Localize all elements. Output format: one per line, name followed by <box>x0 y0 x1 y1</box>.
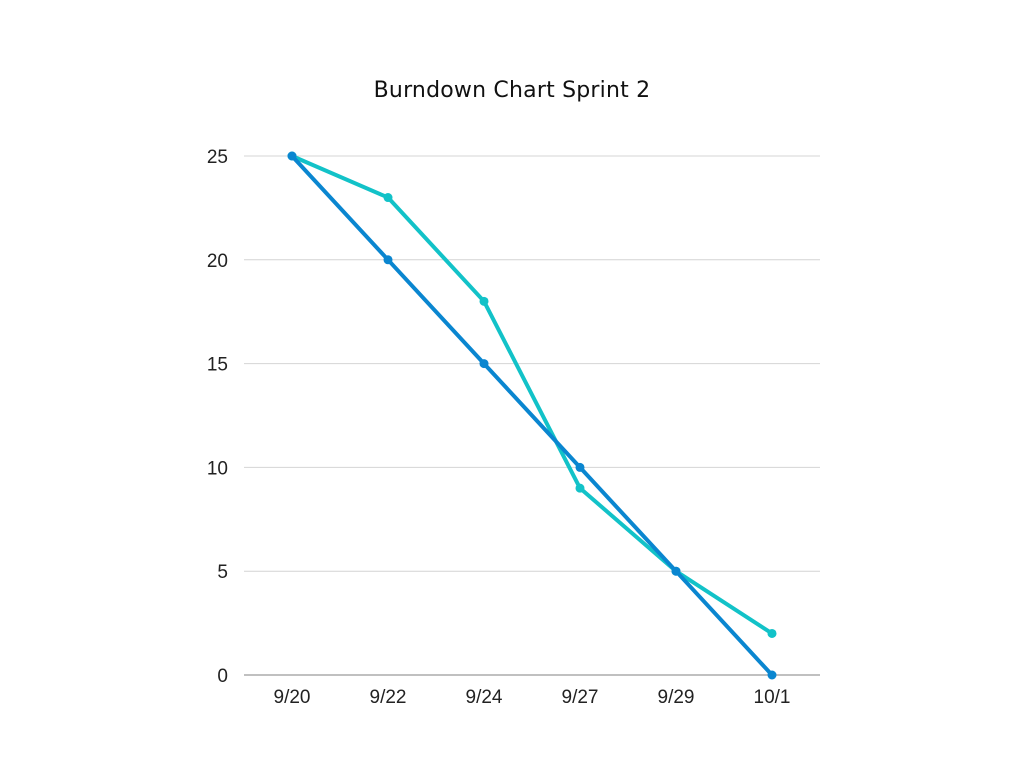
x-tick-label: 9/27 <box>562 687 599 708</box>
x-tick-label: 9/20 <box>274 687 311 708</box>
x-tick-label: 9/24 <box>466 687 503 708</box>
series-1-line <box>290 154 774 636</box>
x-tick-label: 9/22 <box>370 687 407 708</box>
series-2-point <box>287 151 297 161</box>
y-tick-label: 25 <box>207 147 228 168</box>
series-2-point <box>479 359 489 369</box>
x-tick-label: 9/29 <box>658 687 695 708</box>
series-2-point <box>671 566 681 576</box>
y-tick-label: 20 <box>207 251 228 272</box>
y-tick-label: 15 <box>207 355 228 376</box>
series-2-point <box>383 255 393 265</box>
series-2-point <box>767 670 777 680</box>
series-1-point <box>575 483 585 493</box>
y-tick-label: 5 <box>217 562 228 583</box>
series-1-point <box>479 296 489 306</box>
series-2-point <box>575 462 585 472</box>
series-1-point <box>383 193 393 203</box>
x-tick-label: 10/1 <box>754 687 791 708</box>
series-2-line <box>290 154 774 677</box>
chart-title: Burndown Chart Sprint 2 <box>373 78 651 103</box>
series-1-point <box>767 628 777 638</box>
y-tick-label: 10 <box>207 458 228 479</box>
y-tick-label: 0 <box>217 666 228 687</box>
